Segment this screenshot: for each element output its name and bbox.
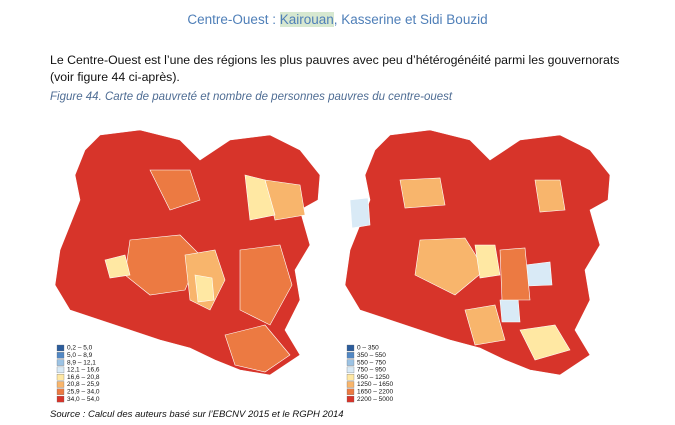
legend-label: 350 – 550: [357, 352, 386, 359]
legend-label: 12,1 – 16,6: [67, 367, 100, 374]
legend-label: 16,6 – 20,8: [67, 374, 100, 381]
legend-label: 34,0 – 54,0: [67, 396, 100, 403]
legend-swatch: [56, 388, 65, 395]
map-region: [239, 244, 293, 326]
legend-swatch: [346, 352, 355, 359]
legend-label: 750 – 950: [357, 367, 386, 374]
legend-swatch: [56, 381, 65, 388]
legend-swatch: [56, 359, 65, 366]
legend-swatch: [346, 359, 355, 366]
map-region: [464, 304, 506, 346]
legend-label: 0,2 – 5,0: [67, 345, 93, 352]
figure-caption: Figure 44. Carte de pauvreté et nombre d…: [50, 91, 453, 103]
heading-text: Centre-Ouest :: [187, 12, 280, 27]
map-region: [524, 261, 553, 287]
legend-swatch: [56, 344, 65, 352]
legend-swatch: [56, 395, 65, 403]
legend-swatch: [56, 352, 65, 359]
legend-label: 25,9 – 34,0: [67, 389, 100, 396]
map-region: [244, 174, 276, 221]
legend-label: 1250 – 1650: [357, 381, 394, 388]
maps: 0,2 – 5,05,0 – 8,98,9 – 12,112,1 – 16,61…: [54, 129, 611, 403]
paragraph: Le Centre-Ouest est l’une des régions le…: [50, 53, 620, 84]
map-region: [399, 177, 446, 209]
legend-swatch: [346, 344, 355, 352]
legend-label: 8,9 – 12,1: [67, 359, 96, 366]
map-region: [499, 297, 521, 323]
map-region: [534, 179, 566, 213]
map-region: [104, 254, 131, 279]
map-region: [149, 169, 201, 211]
map-region: [519, 324, 571, 361]
legend-label: 0 – 350: [357, 345, 379, 352]
legend-label: 550 – 750: [357, 359, 386, 366]
legend-label: 1650 – 2200: [357, 389, 394, 396]
map-region: [349, 197, 371, 229]
heading: Centre-Ouest : Kairouan, Kasserine et Si…: [0, 12, 675, 27]
map-region: [499, 247, 531, 301]
map-region: [224, 324, 291, 373]
legend-swatch: [346, 366, 355, 374]
legend-label: 2200 – 5000: [357, 396, 394, 403]
legend-swatch: [346, 395, 355, 403]
legend-label: 950 – 1250: [357, 374, 390, 381]
heading-highlight: Kairouan: [279, 12, 334, 27]
legend-swatch: [346, 388, 355, 395]
legend-swatch: [56, 366, 65, 374]
map-region: [474, 244, 501, 279]
legend-swatch: [346, 381, 355, 388]
legend-swatch: [56, 374, 65, 381]
legend-label: 20,8 – 25,9: [67, 381, 100, 388]
legend-swatch: [346, 374, 355, 381]
legend-label: 5,0 – 8,9: [67, 352, 93, 359]
map-region: [194, 274, 215, 303]
heading-text: , Kasserine et Sidi Bouzid: [333, 12, 488, 27]
source-note: Source : Calcul des auteurs basé sur l’E…: [50, 409, 344, 420]
map-region: [414, 237, 486, 296]
